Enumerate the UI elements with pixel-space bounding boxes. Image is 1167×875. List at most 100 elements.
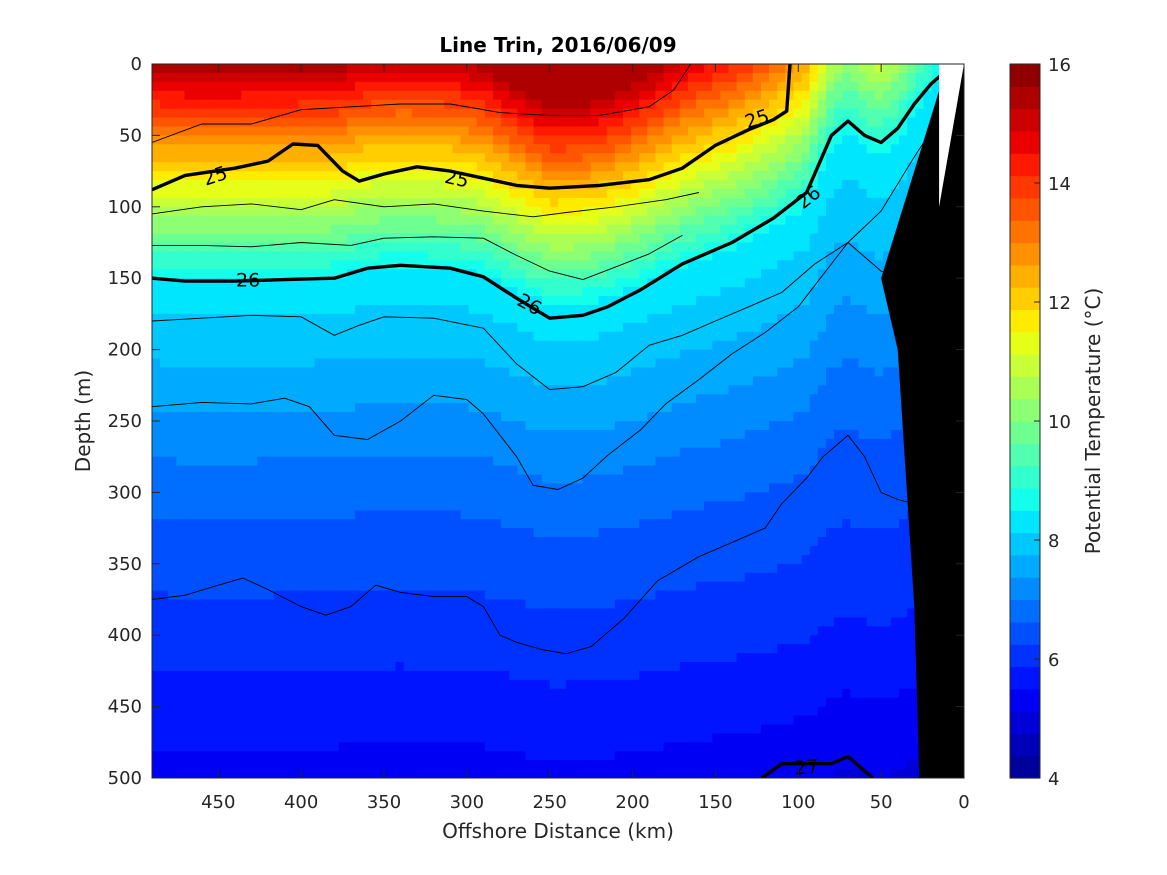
field-cell [493, 278, 502, 288]
field-cell [460, 545, 470, 556]
field-cell [379, 644, 389, 654]
field-cell [273, 296, 283, 306]
field-cell [566, 278, 575, 288]
field-cell [314, 545, 324, 556]
field-cell [525, 456, 535, 467]
field-cell [387, 188, 397, 199]
field-cell [208, 385, 218, 395]
field-cell [541, 242, 551, 253]
field-cell [566, 733, 575, 743]
field-cell [428, 242, 437, 253]
field-cell [200, 322, 210, 333]
field-cell [152, 715, 161, 726]
field-cell [452, 751, 462, 761]
field-cell [265, 180, 275, 190]
field-cell [549, 322, 559, 333]
field-cell [484, 340, 494, 351]
field-cell [160, 438, 169, 449]
field-cell [517, 679, 527, 690]
field-cell [606, 376, 616, 386]
field-cell [574, 117, 583, 128]
field-cell [330, 215, 340, 226]
field-cell [501, 510, 510, 520]
field-cell [631, 670, 640, 681]
field-cell [419, 554, 429, 565]
field-cell [379, 483, 389, 494]
field-cell [192, 724, 202, 734]
field-cell [355, 751, 364, 761]
field-cell [379, 635, 389, 645]
field-cell [387, 537, 397, 547]
field-cell [338, 188, 348, 199]
field-cell [598, 349, 608, 360]
field-cell [647, 733, 657, 743]
field-cell [476, 242, 486, 253]
field-cell [168, 108, 177, 119]
field-cell [582, 688, 592, 699]
field-cell [273, 751, 283, 761]
field-cell [639, 117, 648, 128]
field-cell [160, 296, 169, 306]
field-cell [322, 715, 332, 726]
field-cell [444, 367, 454, 377]
field-cell [574, 269, 583, 279]
field-cell [444, 340, 454, 351]
field-cell [192, 421, 202, 431]
field-cell [509, 644, 518, 654]
field-cell [501, 474, 510, 485]
field-cell [281, 367, 291, 377]
field-cell [338, 438, 348, 449]
field-cell [411, 751, 421, 761]
field-cell [452, 510, 462, 520]
field-cell [306, 313, 315, 324]
field-cell [281, 519, 291, 529]
field-cell [566, 528, 575, 538]
field-cell [631, 278, 640, 288]
field-cell [338, 233, 348, 244]
field-cell [614, 304, 624, 315]
field-cell [549, 117, 559, 128]
field-cell [606, 296, 616, 306]
field-cell [428, 760, 437, 770]
field-cell [192, 188, 202, 199]
field-cell [241, 733, 251, 743]
field-cell [574, 742, 583, 752]
field-cell [176, 206, 186, 217]
field-cell [444, 537, 454, 547]
field-cell [184, 278, 194, 288]
field-cell [541, 206, 551, 217]
field-cell [257, 653, 267, 663]
field-cell [541, 769, 551, 778]
field-cell [525, 554, 535, 565]
field-cell [525, 429, 535, 440]
field-cell [355, 287, 364, 297]
field-cell [265, 278, 275, 288]
field-cell [509, 474, 518, 485]
field-cell [428, 251, 437, 261]
field-cell [428, 340, 437, 351]
field-cell [200, 233, 210, 244]
field-cell [403, 287, 413, 297]
field-cell [192, 760, 202, 770]
field-cell [549, 206, 559, 217]
field-cell [387, 385, 397, 395]
field-cell [216, 474, 226, 485]
field-cell [241, 81, 251, 92]
field-cell [160, 697, 169, 708]
field-cell [411, 117, 421, 128]
field-cell [152, 322, 161, 333]
field-cell [614, 545, 624, 556]
field-cell [290, 697, 299, 708]
field-cell [395, 697, 405, 708]
field-cell [444, 769, 454, 778]
field-cell [647, 626, 657, 636]
field-cell [152, 162, 161, 172]
field-cell [152, 331, 161, 342]
field-cell [330, 90, 340, 101]
field-cell [533, 608, 543, 618]
field-cell [533, 554, 543, 565]
field-cell [306, 492, 315, 502]
field-cell [411, 501, 421, 511]
field-cell [330, 590, 340, 601]
field-cell [484, 429, 494, 440]
